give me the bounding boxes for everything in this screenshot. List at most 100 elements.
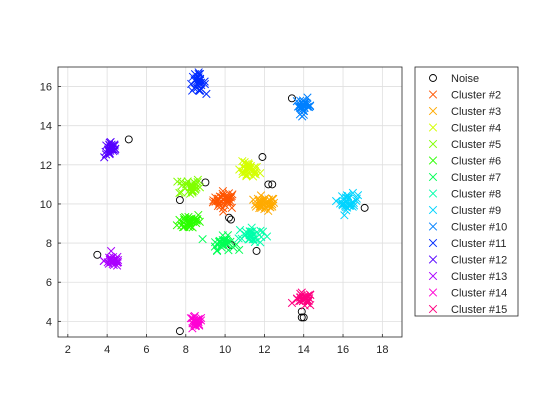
x-tick-label: 2	[65, 344, 71, 356]
legend-label: Cluster #8	[451, 189, 501, 201]
grid	[58, 67, 402, 337]
cluster-point	[340, 211, 349, 220]
legend-label: Cluster #6	[451, 156, 501, 168]
legend-marker-x	[428, 271, 438, 281]
cluster-point	[198, 234, 207, 244]
y-tick-label: 4	[46, 316, 52, 328]
cluster-point	[173, 177, 182, 186]
cluster-point	[193, 175, 203, 184]
cluster-point	[256, 226, 265, 235]
cluster-point	[219, 239, 228, 248]
x-tick-label: 10	[219, 344, 231, 356]
legend-marker-x	[428, 238, 438, 248]
cluster-point	[241, 230, 250, 240]
cluster-point	[352, 196, 361, 205]
cluster-point	[178, 223, 188, 232]
series-cluster-9	[331, 188, 363, 220]
y-tick-label: 8	[46, 238, 52, 250]
cluster-point	[262, 232, 272, 241]
cluster-point	[256, 238, 265, 247]
cluster-point	[178, 181, 187, 190]
cluster-point	[196, 74, 205, 83]
cluster-point	[331, 196, 341, 206]
legend-label: Cluster #7	[451, 172, 501, 184]
series-cluster-10	[292, 93, 315, 121]
noise-point	[93, 250, 102, 259]
cluster-point	[298, 96, 308, 105]
x-tick-label: 16	[337, 344, 349, 356]
noise-point	[175, 196, 184, 204]
legend-label: Cluster #13	[451, 271, 507, 283]
noise-point	[227, 215, 235, 224]
cluster-point	[235, 245, 244, 255]
legend-label: Cluster #3	[451, 106, 501, 118]
series-cluster-7	[198, 231, 244, 256]
legend-marker-x	[428, 172, 438, 182]
y-tick-label: 12	[40, 160, 52, 172]
cluster-point	[183, 177, 192, 186]
cluster-point	[194, 210, 203, 220]
x-tick-label: 6	[143, 344, 149, 356]
cluster-point	[193, 315, 203, 324]
cluster-point	[202, 89, 211, 99]
legend-marker-circle	[429, 74, 437, 82]
cluster-point	[254, 197, 263, 206]
cluster-point	[250, 163, 259, 172]
cluster-point	[105, 255, 114, 265]
series-noise	[93, 94, 369, 336]
x-tick-label: 12	[258, 344, 270, 356]
cluster-point	[209, 196, 218, 205]
cluster-point	[227, 203, 237, 213]
legend-label: Cluster #12	[451, 255, 507, 267]
cluster-point	[293, 102, 303, 111]
series-cluster-4	[235, 156, 265, 181]
legend-marker-x	[428, 90, 438, 99]
legend-label: Cluster #10	[451, 222, 507, 234]
y-tick-label: 16	[40, 82, 52, 94]
cluster-point	[337, 192, 347, 201]
cluster-point	[296, 103, 305, 113]
legend-label: Cluster #14	[451, 288, 507, 300]
cluster-point	[104, 147, 113, 156]
cluster-point	[269, 198, 279, 208]
cluster-point	[215, 192, 224, 201]
plot-marks	[93, 68, 369, 336]
cluster-point	[175, 215, 184, 225]
cluster-point	[352, 194, 361, 203]
cluster-point	[266, 203, 275, 212]
cluster-point	[113, 252, 122, 262]
x-tick-label: 8	[183, 344, 189, 356]
legend-marker-x	[428, 106, 438, 116]
legend-marker-x	[428, 255, 438, 264]
axes-box	[57, 66, 403, 338]
legend-marker-x	[428, 288, 438, 297]
legend-marker-x	[428, 222, 438, 231]
series-cluster-14	[186, 311, 206, 333]
cluster-point	[195, 86, 204, 95]
cluster-point	[193, 316, 202, 325]
legend-marker-x	[428, 304, 438, 314]
noise-point	[252, 246, 261, 255]
noise-point	[264, 180, 273, 189]
legend-marker-x	[428, 189, 438, 198]
cluster-point	[249, 234, 258, 244]
noise-point	[124, 135, 133, 144]
cluster-point	[194, 69, 203, 79]
cluster-point	[105, 254, 115, 263]
cluster-point	[224, 194, 233, 204]
cluster-point	[226, 193, 236, 202]
series-cluster-15	[287, 288, 315, 310]
cluster-point	[172, 221, 182, 230]
cluster-point	[303, 291, 313, 300]
legend-label: Cluster #2	[451, 90, 501, 102]
cluster-point	[189, 186, 198, 196]
legend-label: Cluster #15	[451, 304, 507, 316]
cluster-point	[260, 194, 270, 203]
cluster-point	[242, 171, 251, 180]
cluster-point	[185, 221, 195, 230]
noise-point	[268, 180, 277, 189]
cluster-point	[247, 223, 256, 232]
x-tick-label: 14	[298, 344, 310, 356]
cluster-point	[186, 314, 196, 323]
